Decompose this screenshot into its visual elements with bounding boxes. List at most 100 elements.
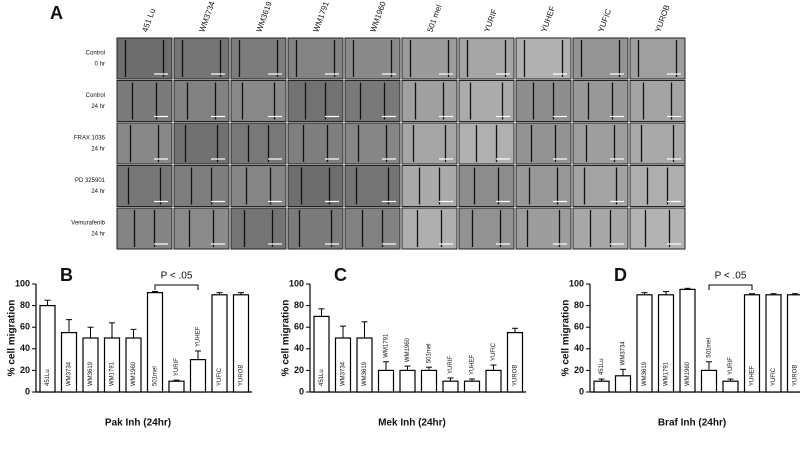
y-tick-label: 100 [569,278,584,288]
micrograph [572,122,629,165]
bar-category-label: YURIF [728,357,734,375]
micrograph [173,122,230,165]
bar-category-label: 501mel [707,338,713,358]
significance-bracket [708,284,753,290]
micrograph [344,207,401,250]
micrograph [572,207,629,250]
bar-category-label: WM1960 [405,337,411,362]
row-label: Control [86,51,105,57]
micrograph [401,207,458,250]
bar-category-label: 451Lu [45,369,51,386]
column-label: WM1960 [368,0,388,33]
y-tick-label: 40 [294,343,304,353]
y-tick-label: 100 [289,278,304,288]
bar-category-label: YUROB [513,365,519,386]
micrograph [458,165,515,207]
bar-category-label: YUROB [239,365,245,386]
micrograph [515,37,572,80]
micrograph [116,80,173,122]
panel-label: C [334,265,347,285]
bar [168,380,185,393]
row-label: Control [86,93,105,99]
bar-category-label: YUROB [793,365,799,386]
row-label: FRAX 1036 [74,136,106,142]
micrograph [230,122,287,165]
micrograph [287,37,344,80]
bar [420,369,438,393]
micrograph [230,165,287,207]
column-label: 451 Lu [140,7,157,33]
y-axis-label: % cell migration [7,300,18,377]
bar [399,369,416,393]
y-tick-label: 20 [574,365,584,375]
micrograph [629,165,686,207]
micrograph [116,122,173,165]
y-tick-label: 80 [294,300,304,310]
row-label: 24 hr [91,104,105,110]
row-label: 0 hr [95,62,105,68]
micrograph [173,37,230,80]
bar-category-label: WM1960 [685,361,691,386]
micrograph [515,207,572,250]
bar-category-label: 451Lu [599,358,605,375]
y-tick-label: 60 [294,322,304,332]
y-axis-label: % cell migration [281,300,292,377]
micrograph [458,122,515,165]
micrograph [629,37,686,80]
micrograph [629,207,686,250]
bar-category-label: WM3734 [621,341,627,366]
y-tick-label: 0 [299,386,304,396]
panel-label: B [60,265,73,285]
row-label: 24 hr [91,189,105,195]
bar-category-label: WM3619 [88,361,94,386]
y-tick-label: 20 [20,365,30,375]
micrograph [230,37,287,80]
bar-category-label: YUHEF [470,354,476,375]
row-label: 24 hr [91,232,105,238]
x-axis-label: Mek Inh (24hr) [378,418,446,429]
column-label: YUFIC [596,8,613,34]
x-axis-label: Braf Inh (24hr) [658,418,726,429]
row-label: 24 hr [91,147,105,153]
bar-category-label: YUFIC [771,367,777,386]
column-label: YUROB [653,4,671,34]
micrograph [401,165,458,207]
column-label: YURIF [482,8,499,34]
micrograph [287,165,344,207]
significance-bracket [154,284,199,290]
micrograph [344,122,401,165]
bar-category-label: WM1791 [110,361,116,386]
micrograph [515,122,572,165]
micrograph [458,37,515,80]
panel-label: A [50,3,63,23]
significance-label: P < .05 [715,271,747,282]
bar-category-label: YURIF [448,356,454,374]
panel-label: D [614,265,627,285]
column-label: YUHEF [539,5,557,34]
micrograph [230,207,287,250]
micrograph [572,37,629,80]
micrograph [572,80,629,122]
micrograph [173,165,230,207]
bar-category-label: WM3734 [341,361,347,386]
bar-category-label: WM3619 [362,361,368,386]
micrograph [629,122,686,165]
micrograph [401,122,458,165]
micrograph [173,80,230,122]
y-tick-label: 40 [574,343,584,353]
micrograph [401,80,458,122]
micrograph [116,165,173,207]
y-tick-label: 60 [574,322,584,332]
bar-category-label: WM1791 [384,333,390,358]
row-label: Vemurafenib [71,221,105,227]
bar [442,380,459,393]
micrograph [458,80,515,122]
y-tick-label: 80 [574,300,584,310]
micrograph [344,165,401,207]
bar-category-label: WM1960 [131,361,137,386]
micrograph [401,37,458,80]
bar [189,359,207,393]
column-label: WM3734 [197,0,217,33]
bar-category-label: 451Lu [319,369,325,386]
